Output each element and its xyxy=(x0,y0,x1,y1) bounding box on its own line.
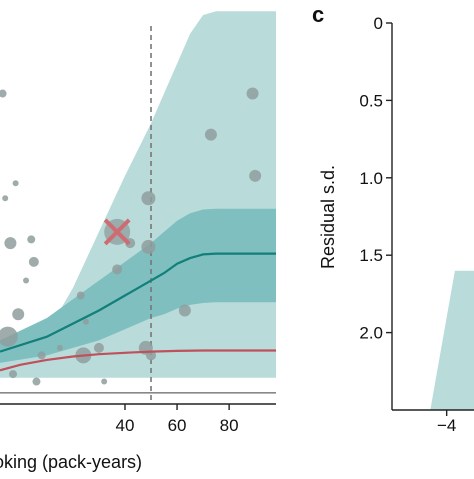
data-point xyxy=(246,87,259,100)
data-point xyxy=(249,169,262,182)
y-tick-label: 0 xyxy=(374,14,383,33)
right-x-ticks: −4 xyxy=(437,410,456,435)
data-point xyxy=(9,370,18,379)
data-point xyxy=(82,318,89,325)
data-point xyxy=(2,195,9,202)
data-point xyxy=(0,326,18,347)
data-point xyxy=(32,377,41,386)
series-line-teal xyxy=(0,252,276,353)
x-tick-label: 40 xyxy=(116,416,135,435)
x-axis-title: oking (pack-years) xyxy=(0,452,142,472)
x-tick-label: −4 xyxy=(437,416,456,435)
data-point xyxy=(141,191,156,206)
data-point xyxy=(27,235,36,244)
data-point xyxy=(141,239,156,254)
data-point xyxy=(12,180,19,187)
data-point xyxy=(146,350,157,361)
fit-lines xyxy=(0,252,276,372)
data-point xyxy=(204,128,217,141)
y-tick-label: 1.5 xyxy=(359,246,383,265)
right-band xyxy=(430,270,474,410)
y-axis-title: Residual s.d. xyxy=(318,165,338,269)
y-tick-label: 2.0 xyxy=(359,324,383,343)
y-tick-label: 0.5 xyxy=(359,91,383,110)
cross-marker xyxy=(103,218,131,246)
panel-c: c 0 0.5 1.0 1.5 2.0 −4 Residual s.d. xyxy=(312,2,474,435)
y-tick-label: 1.0 xyxy=(359,169,383,188)
right-y-ticks: 0 0.5 1.0 1.5 2.0 xyxy=(359,14,392,343)
x-tick-label: 60 xyxy=(168,416,187,435)
data-point xyxy=(23,277,30,284)
data-point xyxy=(0,89,7,98)
panel-b: 40 60 80 oking (pack-years) xyxy=(0,11,276,472)
data-point xyxy=(4,237,17,250)
data-point xyxy=(112,264,123,275)
data-point xyxy=(37,351,46,360)
right-band-area xyxy=(430,270,474,410)
x-tick-label: 80 xyxy=(220,416,239,435)
data-point xyxy=(93,342,104,353)
data-point xyxy=(12,308,25,321)
cross-stroke-2 xyxy=(103,218,131,246)
data-point xyxy=(56,344,63,351)
data-point xyxy=(101,378,108,385)
data-point xyxy=(76,291,85,300)
panel-label-c: c xyxy=(312,2,324,27)
x-ticks: 40 60 80 xyxy=(116,404,239,435)
series-line-red xyxy=(0,349,276,372)
data-point xyxy=(28,256,39,267)
data-point xyxy=(178,304,191,317)
right-axes xyxy=(391,23,474,411)
